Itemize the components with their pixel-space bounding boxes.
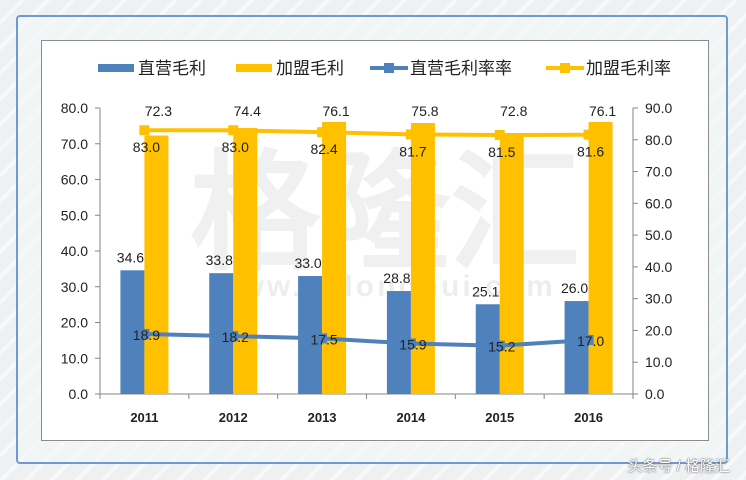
bar-franchise — [499, 133, 524, 395]
bar-data-label: 33.0 — [294, 255, 321, 271]
bar-data-label: 25.1 — [472, 283, 499, 299]
line-data-label: 81.7 — [399, 143, 426, 159]
x-tick-label: 2011 — [130, 410, 158, 425]
left-tick-label: 10.0 — [61, 350, 88, 366]
x-tick-label: 2012 — [219, 410, 248, 425]
x-tick-label: 2016 — [574, 410, 603, 425]
bar-data-label: 76.1 — [589, 103, 616, 119]
x-tick-label: 2013 — [308, 410, 337, 425]
bar-franchise — [588, 121, 613, 394]
bar-data-label: 76.1 — [322, 103, 349, 119]
line-franchise-rate — [144, 128, 589, 138]
line-data-label: 83.0 — [133, 139, 160, 155]
right-tick-label: 60.0 — [645, 195, 672, 211]
line-marker — [317, 127, 328, 138]
bar-data-label: 33.8 — [206, 252, 233, 268]
bar-franchise — [410, 123, 435, 394]
bar-data-label: 34.6 — [117, 249, 144, 265]
line-marker — [494, 130, 505, 141]
legend-label: 直营毛利率率 — [410, 59, 512, 78]
left-tick-label: 40.0 — [61, 243, 88, 259]
right-tick-label: 30.0 — [645, 291, 672, 307]
line-data-label: 81.5 — [488, 144, 515, 160]
legend-marker — [560, 63, 570, 73]
left-tick-label: 50.0 — [61, 207, 88, 223]
legend-marker — [384, 63, 394, 73]
line-marker — [139, 328, 150, 339]
bar-franchise — [233, 128, 258, 394]
line-data-label: 17.5 — [310, 331, 337, 347]
right-tick-label: 90.0 — [645, 100, 672, 116]
left-tick-label: 80.0 — [61, 100, 88, 116]
left-tick-label: 70.0 — [61, 136, 88, 152]
line-marker — [494, 340, 505, 351]
line-marker — [583, 129, 594, 140]
right-tick-label: 70.0 — [645, 164, 672, 180]
line-data-label: 83.0 — [222, 139, 249, 155]
right-tick-label: 40.0 — [645, 259, 672, 275]
legend-label: 直营毛利 — [138, 59, 206, 78]
bar-data-label: 26.0 — [561, 280, 588, 296]
bar-franchise — [322, 121, 347, 394]
footer-credit: 头条号 / 格隆汇 — [627, 458, 730, 475]
bar-direct — [564, 301, 589, 394]
x-tick-label: 2014 — [396, 410, 426, 425]
right-tick-label: 20.0 — [645, 322, 672, 338]
legend-label: 加盟毛利 — [276, 59, 344, 78]
line-data-label: 18.2 — [222, 329, 249, 345]
bar-data-label: 72.3 — [145, 103, 172, 119]
right-tick-label: 0.0 — [645, 386, 665, 402]
bar-data-label: 28.8 — [383, 270, 410, 286]
bar-data-label: 74.4 — [234, 103, 261, 119]
bar-data-label: 75.8 — [411, 103, 438, 119]
line-data-label: 15.9 — [399, 336, 426, 352]
line-data-label: 82.4 — [310, 141, 337, 157]
right-tick-label: 50.0 — [645, 227, 672, 243]
line-data-label: 17.0 — [577, 333, 604, 349]
line-data-label: 18.9 — [133, 327, 160, 343]
left-tick-label: 20.0 — [61, 315, 88, 331]
line-marker — [583, 334, 594, 345]
line-marker — [139, 125, 150, 136]
right-tick-label: 10.0 — [645, 354, 672, 370]
legend-swatch — [98, 64, 134, 72]
bar-franchise — [144, 135, 169, 394]
line-marker — [405, 338, 416, 349]
line-marker — [228, 331, 239, 342]
legend-label: 加盟毛利率 — [586, 59, 671, 78]
x-tick-label: 2015 — [485, 410, 514, 425]
line-direct-rate — [144, 331, 589, 348]
left-tick-label: 60.0 — [61, 172, 88, 188]
bar-data-label: 72.8 — [500, 103, 527, 119]
line-marker — [405, 129, 416, 140]
right-tick-label: 80.0 — [645, 132, 672, 148]
legend-swatch — [236, 64, 272, 72]
bar-direct — [120, 270, 145, 394]
line-marker — [317, 333, 328, 344]
watermark-url: www.gelonghui.com — [213, 270, 556, 303]
line-data-label: 15.2 — [488, 339, 515, 355]
line-marker — [228, 125, 239, 136]
line-data-label: 81.6 — [577, 144, 604, 160]
left-tick-label: 30.0 — [61, 279, 88, 295]
left-tick-label: 0.0 — [69, 386, 89, 402]
